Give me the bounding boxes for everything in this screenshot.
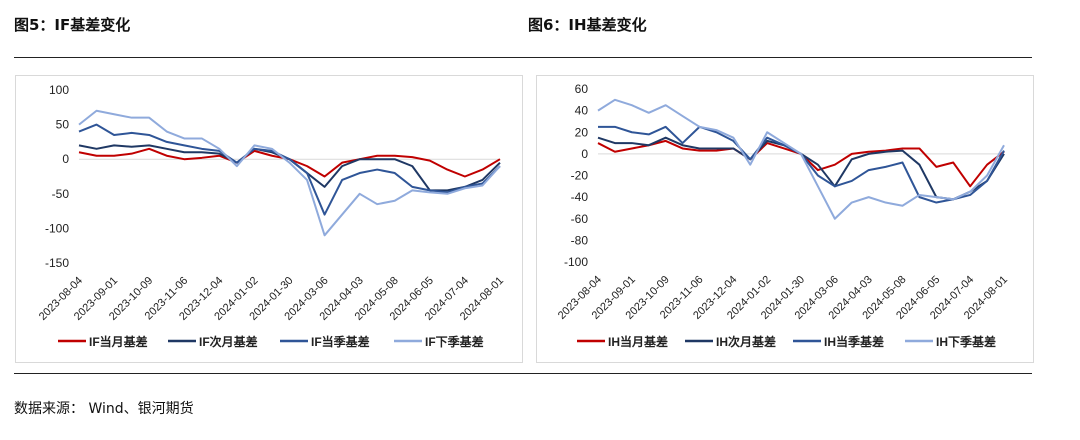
series-line-3 <box>78 123 501 216</box>
legend-label: IH当月基差 <box>608 334 668 349</box>
legend-label: IF当月基差 <box>89 334 148 349</box>
legend-label: IH次月基差 <box>716 334 776 349</box>
source-note: 数据来源： Wind、银河期货 <box>14 401 194 417</box>
legend-label: IH下季基差 <box>936 334 996 349</box>
series-line-2 <box>78 144 501 192</box>
y-tick-label: 0 <box>62 152 69 166</box>
y-tick-label: -100 <box>564 255 588 269</box>
legend-label: IF次月基差 <box>199 334 258 349</box>
series-line-4 <box>78 109 501 237</box>
y-tick-label: -40 <box>571 190 589 204</box>
y-tick-label: -100 <box>45 221 69 235</box>
y-tick-label: -80 <box>571 233 589 247</box>
y-tick-label: -20 <box>571 169 589 183</box>
y-tick-label: 40 <box>575 104 589 118</box>
if-basis-chart: 100500-50-100-1502023-08-042023-09-01202… <box>37 83 506 349</box>
series-line-4 <box>597 98 1005 220</box>
y-tick-label: 100 <box>49 83 69 97</box>
y-tick-label: -150 <box>45 256 69 270</box>
chart-title-ih: 图6：IH基差变化 <box>528 16 647 34</box>
legend-label: IF下季基差 <box>425 334 484 349</box>
ih-chart-panel: 60 40 20 0 -20 -40 -60 -80 -100 2023-08-04 2023-09… <box>536 75 1034 363</box>
series-line-1 <box>597 139 1005 188</box>
y-tick-label: 0 <box>581 147 588 161</box>
legend-label: IH当季基差 <box>824 334 884 349</box>
series-line-2 <box>597 136 1005 201</box>
legend-label: IF当季基差 <box>311 334 370 349</box>
ih-basis-chart: 6040200-20-40-60-80-1002023-08-042023-09… <box>556 82 1010 349</box>
y-tick-label: 20 <box>575 125 589 139</box>
y-tick-label: 50 <box>56 118 70 132</box>
if-chart-panel: 100 50 0 -50 -100 -150 2023-08-04 2023-09-01 202… <box>15 75 523 363</box>
y-tick-label: 60 <box>575 82 589 96</box>
bottom-divider <box>14 373 1032 374</box>
chart-title-if: 图5：IF基差变化 <box>14 16 131 34</box>
top-divider <box>14 57 1032 58</box>
y-tick-label: -60 <box>571 212 589 226</box>
y-tick-label: -50 <box>52 187 70 201</box>
